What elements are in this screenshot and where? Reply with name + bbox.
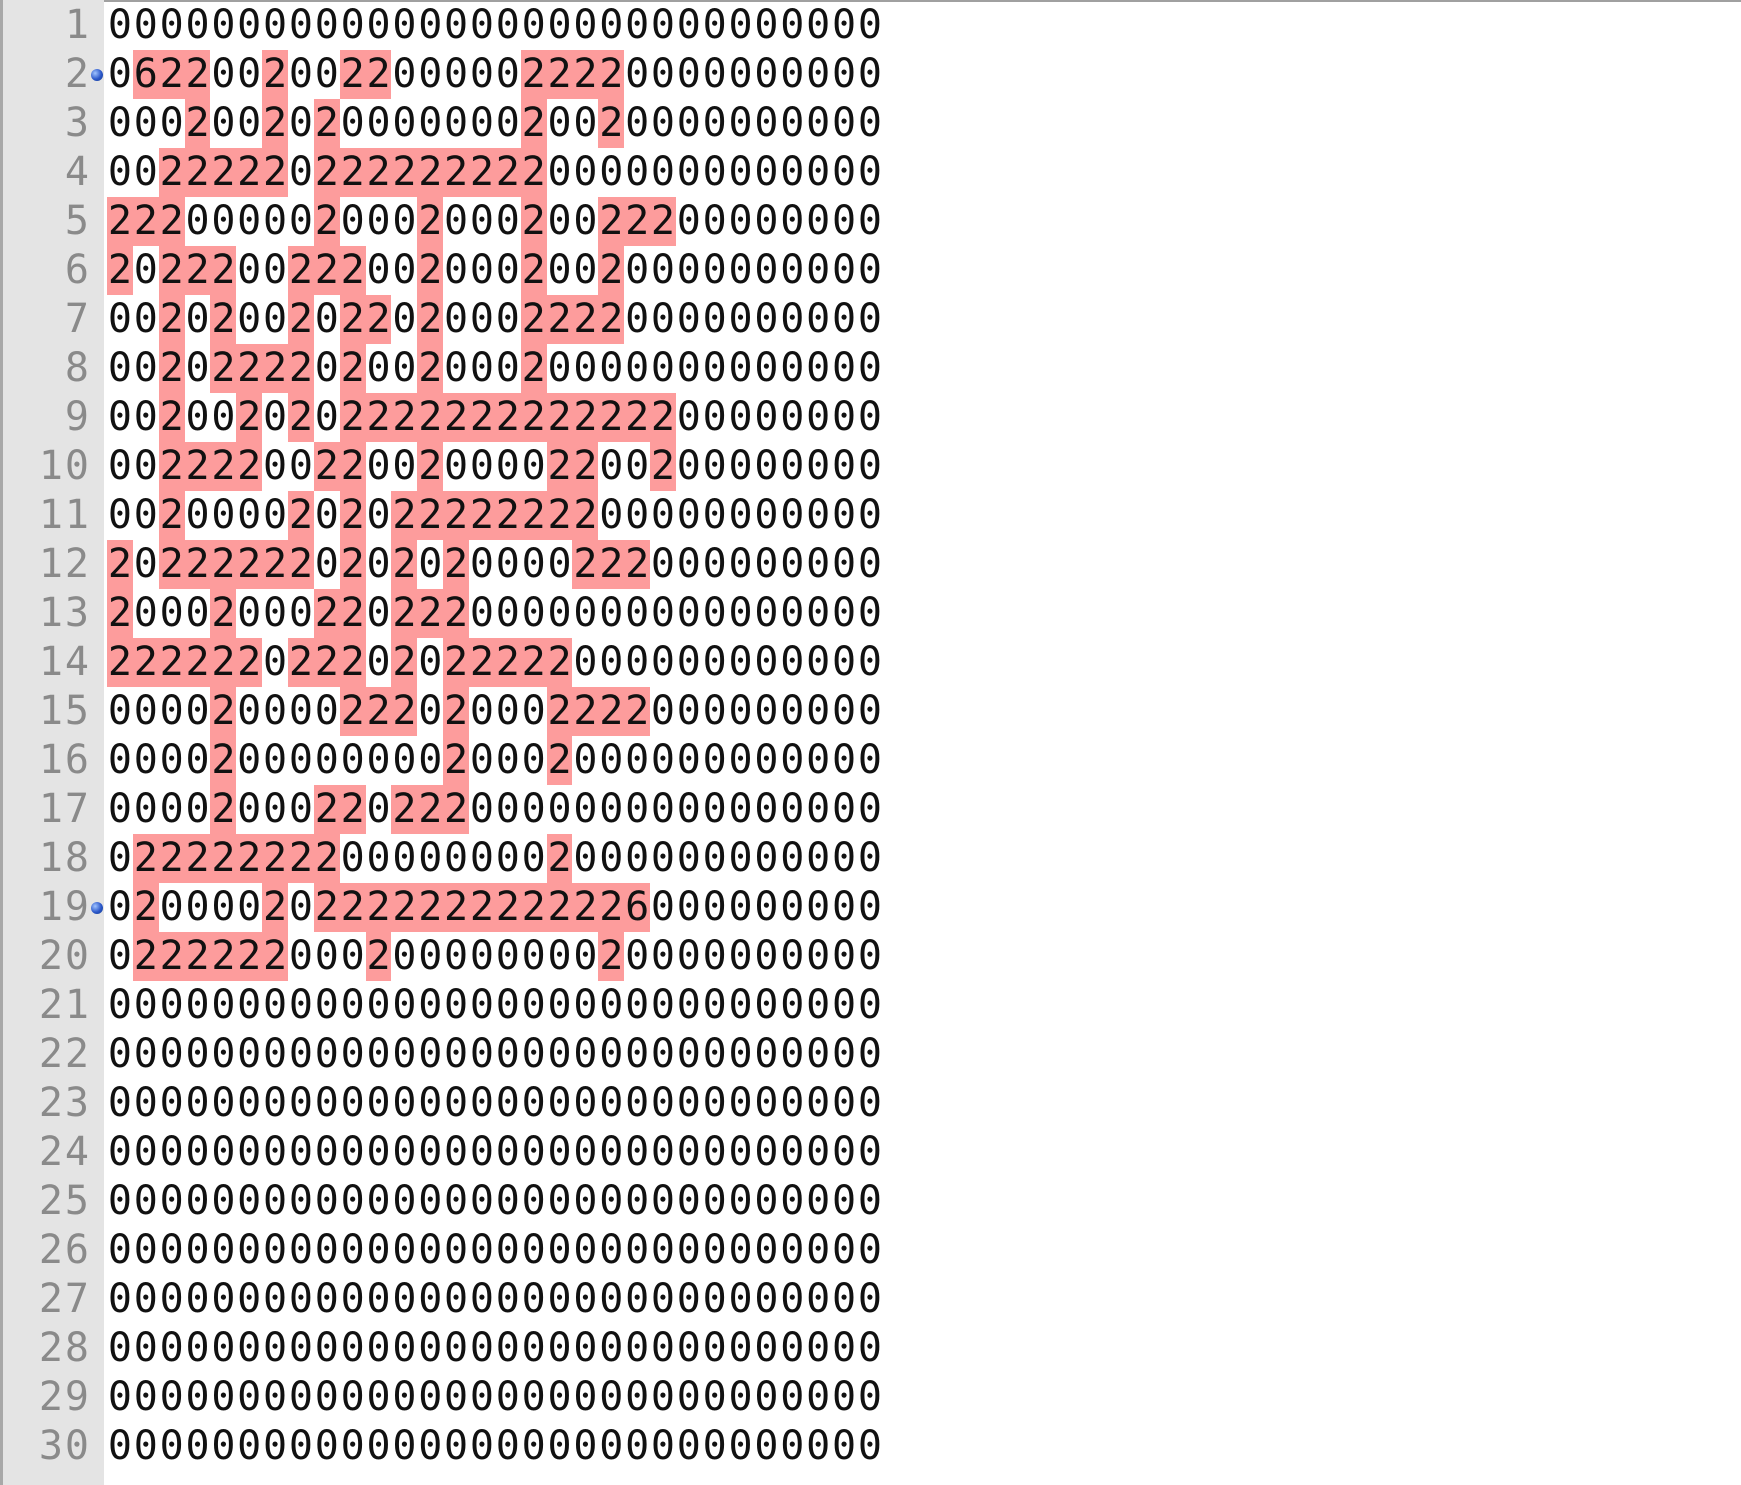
line-number: 16 [38, 737, 91, 783]
line-number: 28 [38, 1325, 91, 1371]
bookmark-icon[interactable] [91, 902, 103, 914]
line-number: 5 [64, 198, 91, 244]
line-number: 13 [38, 590, 91, 636]
line-number: 21 [38, 982, 91, 1028]
line-number: 10 [38, 443, 91, 489]
line-number: 8 [64, 345, 91, 391]
line-number: 3 [64, 100, 91, 146]
line-number: 25 [38, 1178, 91, 1224]
line-number: 23 [38, 1080, 91, 1126]
line-number: 11 [38, 492, 91, 538]
line-number: 6 [64, 247, 91, 293]
line-number: 1 [64, 2, 91, 48]
line-number: 15 [38, 688, 91, 734]
editor-left-border [0, 0, 3, 1485]
line-number: 4 [64, 149, 91, 195]
line-number: 26 [38, 1227, 91, 1273]
line-number: 20 [38, 933, 91, 979]
line-number: 27 [38, 1276, 91, 1322]
line-number: 2 [64, 51, 91, 97]
bookmark-icon[interactable] [91, 69, 103, 81]
line-number: 22 [38, 1031, 91, 1077]
line-number: 7 [64, 296, 91, 342]
line-number: 24 [38, 1129, 91, 1175]
line-number: 17 [38, 786, 91, 832]
line-number: 18 [38, 835, 91, 881]
line-number: 29 [38, 1374, 91, 1420]
line-number: 30 [38, 1423, 91, 1469]
line-number-gutter[interactable]: 1 2 3 4 5 6 7 8 9 10 11 12 13 14 15 16 17 18 19 20 21 22 23 24 2… [3, 0, 104, 1485]
line-number: 14 [38, 639, 91, 685]
line-number: 9 [64, 394, 91, 440]
line-number: 12 [38, 541, 91, 587]
line-number: 19 [38, 884, 91, 930]
